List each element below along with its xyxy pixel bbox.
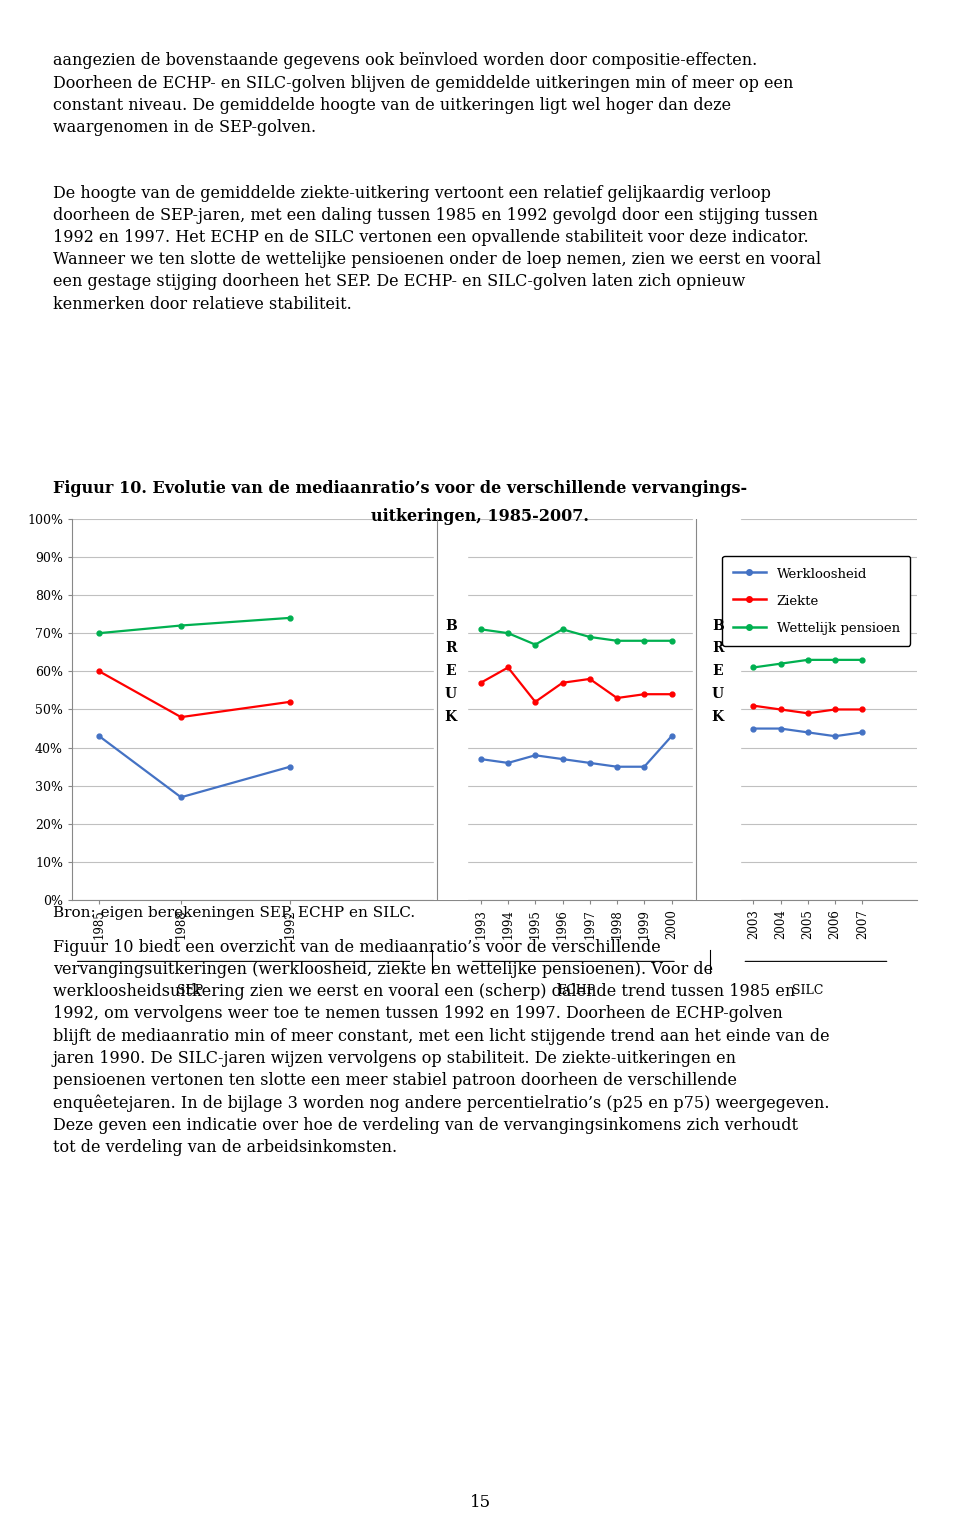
Text: De hoogte van de gemiddelde ziekte-uitkering vertoont een relatief gelijkaardig : De hoogte van de gemiddelde ziekte-uitke… <box>53 185 821 312</box>
Bar <box>435 519 468 900</box>
Text: Bron: eigen berekeningen SEP, ECHP en SILC.: Bron: eigen berekeningen SEP, ECHP en SI… <box>53 906 415 920</box>
Text: B: B <box>444 619 457 633</box>
Text: Figuur 10. Evolutie van de mediaanratio’s voor de verschillende vervangings-: Figuur 10. Evolutie van de mediaanratio’… <box>53 480 747 497</box>
Text: R: R <box>445 642 457 656</box>
Text: K: K <box>444 709 457 725</box>
Text: R: R <box>712 642 724 656</box>
Bar <box>693 519 739 900</box>
Text: E: E <box>712 665 723 679</box>
Text: SILC: SILC <box>792 985 824 997</box>
Text: aangezien de bovenstaande gegevens ook beïnvloed worden door compositie-effecten: aangezien de bovenstaande gegevens ook b… <box>53 52 793 135</box>
Text: 15: 15 <box>469 1494 491 1511</box>
Text: uitkeringen, 1985-2007.: uitkeringen, 1985-2007. <box>372 508 588 525</box>
Text: E: E <box>445 665 456 679</box>
Text: U: U <box>711 688 724 702</box>
Text: ECHP: ECHP <box>557 985 595 997</box>
Legend: Werkloosheid, Ziekte, Wettelijk pensioen: Werkloosheid, Ziekte, Wettelijk pensioen <box>723 556 910 646</box>
Text: Figuur 10 biedt een overzicht van de mediaanratio’s voor de verschillende
vervan: Figuur 10 biedt een overzicht van de med… <box>53 939 829 1156</box>
Text: SEP: SEP <box>177 985 204 997</box>
Text: B: B <box>712 619 724 633</box>
Text: K: K <box>711 709 724 725</box>
Text: U: U <box>444 688 457 702</box>
